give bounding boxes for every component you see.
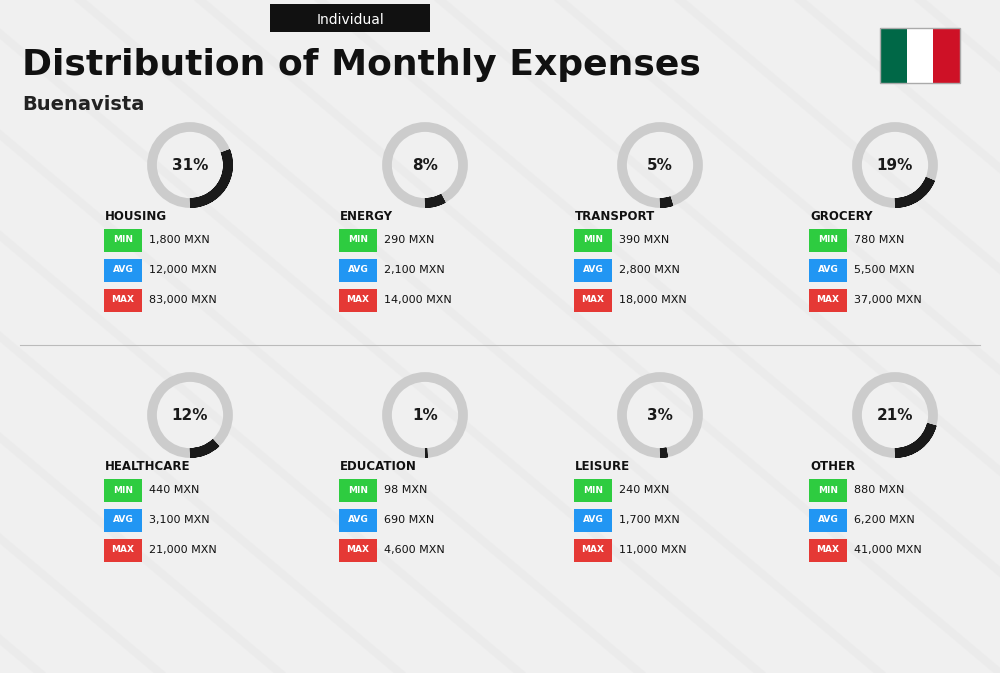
Text: GROCERY: GROCERY [810,211,872,223]
Text: AVG: AVG [583,266,603,275]
Text: MAX: MAX [582,546,604,555]
FancyBboxPatch shape [809,479,847,501]
FancyBboxPatch shape [809,258,847,281]
Text: AVG: AVG [348,266,368,275]
Text: 12,000 MXN: 12,000 MXN [149,265,217,275]
FancyBboxPatch shape [809,229,847,252]
Text: 880 MXN: 880 MXN [854,485,904,495]
Text: 8%: 8% [412,157,438,172]
Text: 11,000 MXN: 11,000 MXN [619,545,687,555]
Text: AVG: AVG [583,516,603,524]
FancyBboxPatch shape [104,479,142,501]
Text: 390 MXN: 390 MXN [619,235,669,245]
FancyBboxPatch shape [574,258,612,281]
Text: 2,800 MXN: 2,800 MXN [619,265,680,275]
Text: AVG: AVG [348,516,368,524]
FancyBboxPatch shape [270,4,430,32]
FancyBboxPatch shape [104,289,142,312]
Text: 780 MXN: 780 MXN [854,235,904,245]
Text: MIN: MIN [113,236,133,244]
Text: Individual: Individual [316,13,384,27]
Text: 240 MXN: 240 MXN [619,485,669,495]
FancyBboxPatch shape [339,538,377,561]
FancyBboxPatch shape [339,289,377,312]
Text: MAX: MAX [112,546,134,555]
FancyBboxPatch shape [104,229,142,252]
Text: 3%: 3% [647,407,673,423]
FancyBboxPatch shape [104,258,142,281]
Text: 12%: 12% [172,407,208,423]
Text: MIN: MIN [818,485,838,495]
FancyBboxPatch shape [574,479,612,501]
Text: 3,100 MXN: 3,100 MXN [149,515,210,525]
Text: HOUSING: HOUSING [105,211,167,223]
Text: Buenavista: Buenavista [22,96,144,114]
FancyBboxPatch shape [339,258,377,281]
Text: 6,200 MXN: 6,200 MXN [854,515,915,525]
Text: 21%: 21% [877,407,913,423]
Text: MIN: MIN [348,485,368,495]
FancyBboxPatch shape [574,229,612,252]
Text: 290 MXN: 290 MXN [384,235,434,245]
Text: MIN: MIN [818,236,838,244]
FancyBboxPatch shape [339,509,377,532]
FancyBboxPatch shape [104,509,142,532]
FancyBboxPatch shape [907,28,933,83]
Text: LEISURE: LEISURE [575,460,630,474]
FancyBboxPatch shape [339,229,377,252]
Text: 1%: 1% [412,407,438,423]
FancyBboxPatch shape [933,28,960,83]
Text: MIN: MIN [583,236,603,244]
FancyBboxPatch shape [574,289,612,312]
Text: 31%: 31% [172,157,208,172]
FancyBboxPatch shape [809,509,847,532]
Text: 2,100 MXN: 2,100 MXN [384,265,445,275]
Text: AVG: AVG [818,266,838,275]
FancyBboxPatch shape [809,289,847,312]
Text: 83,000 MXN: 83,000 MXN [149,295,217,305]
Text: 1,700 MXN: 1,700 MXN [619,515,680,525]
Text: 1,800 MXN: 1,800 MXN [149,235,210,245]
Text: 5,500 MXN: 5,500 MXN [854,265,915,275]
Text: 690 MXN: 690 MXN [384,515,434,525]
Text: 19%: 19% [877,157,913,172]
Text: AVG: AVG [113,266,133,275]
Text: 5%: 5% [647,157,673,172]
Text: 41,000 MXN: 41,000 MXN [854,545,922,555]
Text: MIN: MIN [113,485,133,495]
Text: 21,000 MXN: 21,000 MXN [149,545,217,555]
Text: AVG: AVG [818,516,838,524]
Text: MAX: MAX [816,295,839,304]
Text: 18,000 MXN: 18,000 MXN [619,295,687,305]
FancyBboxPatch shape [104,538,142,561]
Text: ENERGY: ENERGY [340,211,393,223]
Text: MAX: MAX [582,295,604,304]
Text: MIN: MIN [583,485,603,495]
Text: MIN: MIN [348,236,368,244]
Text: MAX: MAX [347,295,370,304]
Text: Distribution of Monthly Expenses: Distribution of Monthly Expenses [22,48,701,82]
FancyBboxPatch shape [339,479,377,501]
Text: AVG: AVG [113,516,133,524]
Text: 440 MXN: 440 MXN [149,485,199,495]
Text: 4,600 MXN: 4,600 MXN [384,545,445,555]
FancyBboxPatch shape [574,538,612,561]
Text: EDUCATION: EDUCATION [340,460,417,474]
Text: 37,000 MXN: 37,000 MXN [854,295,922,305]
Text: 98 MXN: 98 MXN [384,485,427,495]
FancyBboxPatch shape [809,538,847,561]
Text: TRANSPORT: TRANSPORT [575,211,655,223]
Text: MAX: MAX [347,546,370,555]
Text: 14,000 MXN: 14,000 MXN [384,295,452,305]
Text: MAX: MAX [816,546,839,555]
Text: MAX: MAX [112,295,134,304]
Text: OTHER: OTHER [810,460,855,474]
Text: HEALTHCARE: HEALTHCARE [105,460,190,474]
FancyBboxPatch shape [574,509,612,532]
FancyBboxPatch shape [880,28,907,83]
